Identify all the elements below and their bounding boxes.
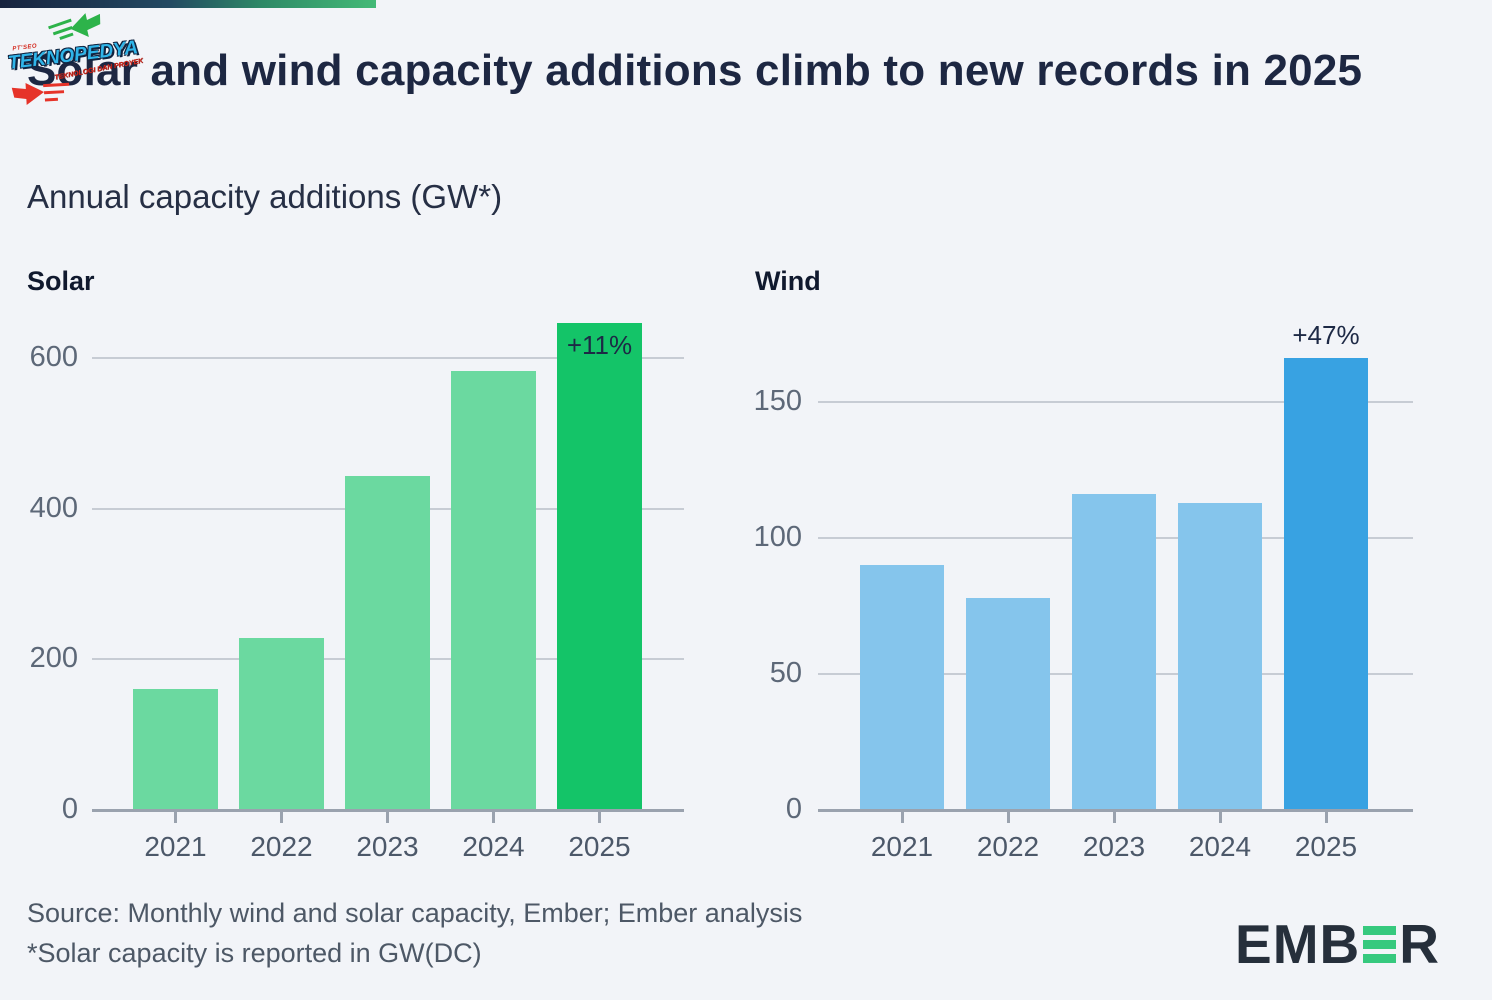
- bar-solar-2025: +11%: [557, 322, 642, 810]
- x-axis-tick: [492, 811, 495, 823]
- solar-x-axis-labels: 2021 2022 2023 2024 2025: [92, 811, 684, 863]
- ember-logo: EMB R: [1235, 912, 1440, 976]
- bar-wind-2022: [966, 597, 1050, 810]
- y-axis-tick-label: 0: [61, 793, 78, 825]
- y-axis-tick-label: 400: [29, 491, 78, 524]
- wind-panel-label: Wind: [755, 266, 821, 296]
- watermark-title: TEKNOPEDYA: [6, 37, 140, 75]
- y-axis-tick-label: 600: [29, 340, 78, 373]
- page-title: Solar and wind capacity additions climb …: [27, 46, 1363, 95]
- x-axis-tick-label: 2025: [1294, 831, 1358, 862]
- ember-logo-text-left: EMB: [1235, 913, 1361, 975]
- wind-x-axis-line: [818, 809, 1413, 812]
- bar-solar-2021: [133, 689, 218, 810]
- bar-wind-2024: [1178, 502, 1262, 810]
- y-axis-tick-label: 0: [785, 793, 802, 825]
- bar-solar-2022: [239, 638, 324, 810]
- gridline-150: [818, 401, 1413, 403]
- y-axis-tick-label: 100: [753, 521, 802, 553]
- x-axis-tick: [598, 811, 601, 823]
- x-axis-tick-label: 2025: [568, 831, 631, 862]
- page-subtitle: Annual capacity additions (GW*): [27, 178, 503, 215]
- ember-logo-text-right: R: [1399, 913, 1440, 975]
- y-axis-tick-label: 50: [769, 657, 802, 689]
- x-axis-tick-label: 2022: [250, 831, 313, 862]
- ember-logo-e-icon: [1363, 925, 1397, 963]
- annotation-wind: +47%: [1292, 320, 1360, 351]
- x-axis-tick: [280, 811, 283, 823]
- y-axis-tick-label: 150: [753, 385, 802, 417]
- x-axis-tick-label: 2023: [356, 831, 419, 862]
- x-axis-tick-label: 2021: [144, 831, 207, 862]
- x-axis-tick-label: 2021: [870, 831, 934, 862]
- bar-wind-2025: +47%: [1284, 320, 1368, 810]
- bar-solar-2024: [451, 370, 536, 810]
- x-axis-tick: [900, 811, 904, 823]
- bar-wind-2023: [1072, 494, 1156, 810]
- footnote-text: *Solar capacity is reported in GW(DC): [27, 938, 482, 968]
- x-axis-tick-label: 2024: [1188, 831, 1252, 862]
- x-axis-tick-label: 2024: [462, 831, 525, 862]
- annotation-solar: +11%: [566, 329, 633, 360]
- source-text: Source: Monthly wind and solar capacity,…: [27, 898, 803, 928]
- bar-wind-2021: [860, 565, 944, 810]
- x-axis-tick: [1324, 811, 1328, 823]
- x-axis-tick: [1006, 811, 1010, 823]
- solar-panel-label: Solar: [27, 266, 95, 296]
- x-axis-tick-label: 2022: [976, 831, 1040, 862]
- top-accent-bar: [0, 0, 376, 8]
- solar-bar-chart: 0 200 400 600 +11% 2021 2022 2023 2024 2025: [30, 300, 684, 862]
- wind-x-axis-labels: 2021 2022 2023 2024 2025: [818, 811, 1413, 863]
- wind-bar-chart: 0 50 100 150 +47% 2021 2022 2023 2024 2025: [754, 300, 1413, 862]
- bar-solar-2023: [345, 476, 430, 810]
- x-axis-tick: [1218, 811, 1222, 823]
- solar-bars: +11%: [92, 300, 684, 810]
- gridline-600: [92, 356, 684, 359]
- watermark-teknopedya: PT'SEO TEKNOPEDYA TEKNOLOGI DAN PROYEK: [1, 7, 144, 109]
- x-axis-tick: [174, 811, 177, 823]
- x-axis-tick-label: 2023: [1082, 831, 1146, 862]
- x-axis-tick: [386, 811, 389, 823]
- wind-bars: +47%: [818, 300, 1413, 810]
- watermark-green-arrow-icon: [48, 13, 101, 40]
- y-axis-tick-label: 200: [29, 642, 78, 675]
- solar-x-axis-line: [92, 809, 684, 812]
- x-axis-tick: [1112, 811, 1116, 823]
- watermark-red-arrow-icon: [11, 82, 70, 105]
